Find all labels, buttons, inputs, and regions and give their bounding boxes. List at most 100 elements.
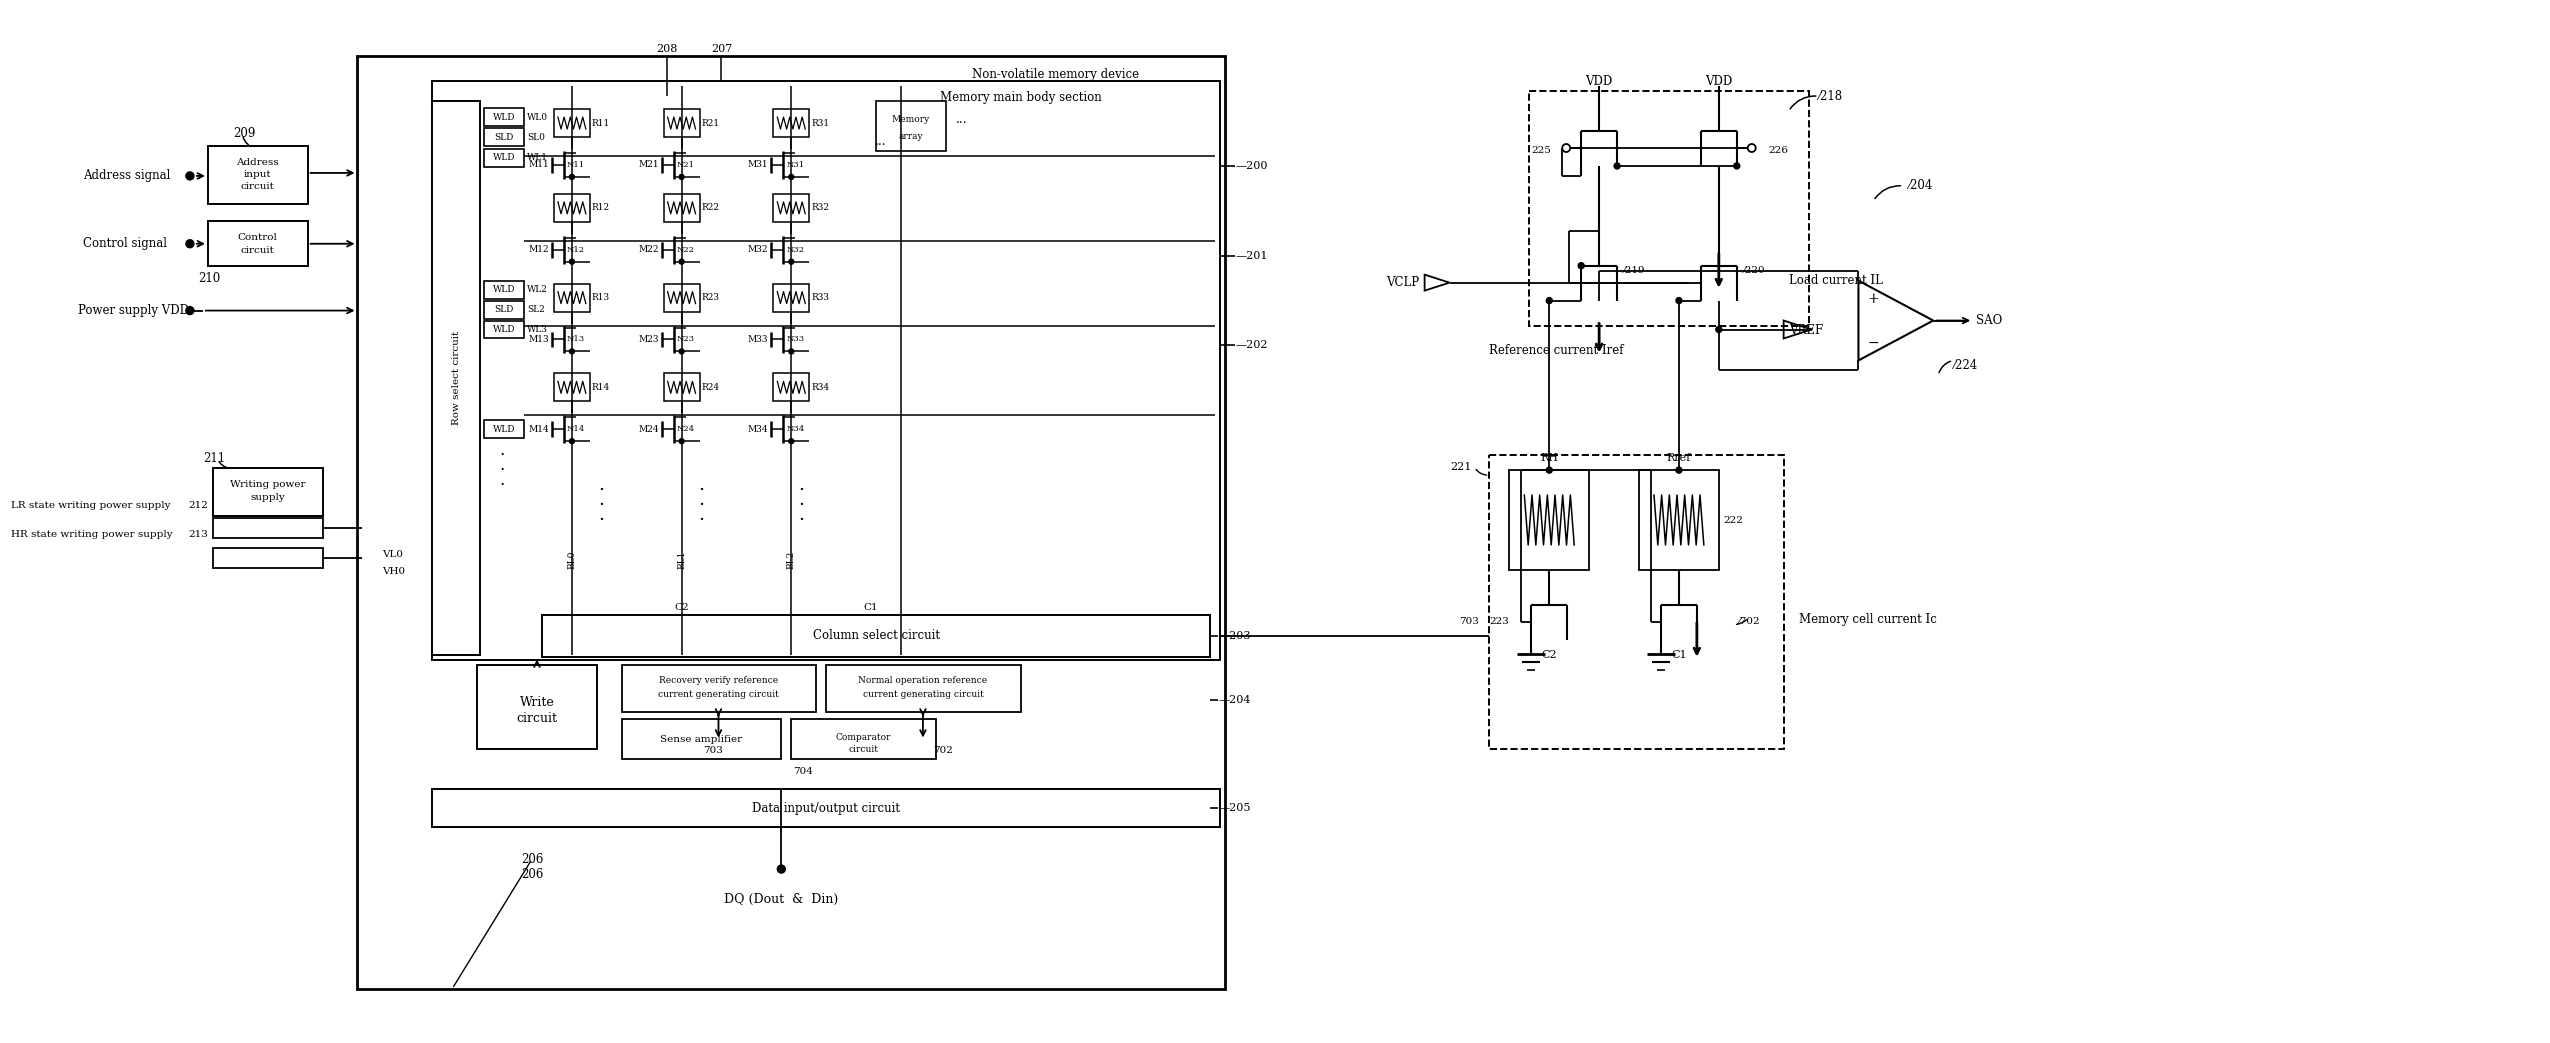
Text: WLD: WLD [492, 425, 515, 434]
Circle shape [788, 260, 793, 264]
Bar [877, 101, 946, 151]
Bar [553, 110, 589, 137]
Text: 213: 213 [189, 531, 209, 539]
Text: VDD: VDD [1586, 75, 1612, 88]
Text: Address signal: Address signal [84, 169, 171, 183]
Text: circuit: circuit [849, 745, 877, 754]
Circle shape [1675, 297, 1683, 304]
Bar [663, 110, 699, 137]
Text: VH0: VH0 [382, 567, 405, 577]
Text: supply: supply [250, 492, 286, 502]
Text: N13: N13 [566, 336, 584, 343]
Text: 702: 702 [933, 746, 954, 755]
Text: Comparator: Comparator [836, 733, 890, 742]
Text: R12: R12 [592, 203, 609, 213]
Text: N24: N24 [676, 426, 694, 433]
Bar [790, 720, 936, 759]
Text: 703: 703 [1459, 617, 1479, 626]
Text: WLD: WLD [492, 325, 515, 334]
Text: 704: 704 [793, 767, 813, 776]
Bar [357, 56, 1224, 989]
Text: M22: M22 [638, 245, 658, 254]
Text: M31: M31 [747, 161, 768, 169]
Bar [484, 149, 523, 167]
Text: ⁄219: ⁄219 [1624, 266, 1645, 275]
Bar [553, 194, 589, 222]
Text: Memory main body section: Memory main body section [941, 91, 1102, 103]
Text: BL1: BL1 [678, 551, 686, 569]
Text: ·: · [798, 511, 803, 529]
Text: M23: M23 [638, 335, 658, 344]
Bar [622, 664, 816, 712]
Bar [773, 284, 808, 312]
Text: WLD: WLD [492, 285, 515, 294]
Bar [434, 101, 479, 655]
Text: N31: N31 [785, 161, 803, 169]
Text: —202: —202 [1234, 340, 1267, 350]
Text: ...: ... [875, 135, 887, 147]
Bar [212, 468, 321, 516]
Text: VCLP: VCLP [1387, 276, 1420, 289]
Circle shape [678, 260, 683, 264]
Text: array: array [898, 131, 923, 141]
Text: N12: N12 [566, 246, 584, 253]
Bar [212, 518, 321, 538]
Text: M34: M34 [747, 425, 768, 434]
Text: Normal operation reference: Normal operation reference [859, 676, 987, 685]
Circle shape [186, 172, 194, 179]
Text: HR state writing power supply: HR state writing power supply [10, 531, 173, 539]
Text: —205: —205 [1219, 803, 1250, 814]
Text: .: . [500, 441, 505, 459]
Bar [773, 110, 808, 137]
Text: —204: —204 [1219, 695, 1250, 704]
Text: 212: 212 [189, 501, 209, 510]
Text: VL0: VL0 [382, 551, 403, 559]
Text: SLD: SLD [495, 132, 513, 142]
Text: circuit: circuit [518, 712, 558, 725]
Text: VDD: VDD [1706, 75, 1731, 88]
Text: ⁄204: ⁄204 [1907, 179, 1933, 192]
Text: N23: N23 [676, 336, 694, 343]
Text: 221: 221 [1451, 462, 1471, 472]
Text: —203: —203 [1219, 631, 1250, 640]
Text: N32: N32 [785, 246, 803, 253]
Text: C1: C1 [1670, 650, 1686, 659]
Circle shape [1578, 263, 1584, 269]
Text: 225: 225 [1533, 146, 1550, 155]
Text: −: − [1867, 336, 1879, 349]
Text: circuit: circuit [240, 183, 275, 192]
Text: R24: R24 [701, 383, 719, 392]
Text: ·: · [599, 511, 604, 529]
Text: WL3: WL3 [528, 325, 548, 334]
Text: Data input/output circuit: Data input/output circuit [752, 802, 900, 815]
Text: LR state writing power supply: LR state writing power supply [10, 501, 171, 510]
Text: —201: —201 [1234, 250, 1267, 261]
Text: M21: M21 [638, 161, 658, 169]
Circle shape [678, 439, 683, 443]
Text: ·: · [699, 481, 704, 500]
Text: Column select circuit: Column select circuit [813, 629, 938, 642]
Bar [434, 790, 1219, 827]
Text: Memory: Memory [892, 115, 931, 123]
Text: N14: N14 [566, 426, 584, 433]
Circle shape [678, 349, 683, 354]
Circle shape [1563, 144, 1571, 152]
Circle shape [569, 174, 574, 179]
Bar [663, 284, 699, 312]
Text: R14: R14 [592, 383, 609, 392]
Text: +: + [1867, 292, 1879, 306]
Text: ·: · [599, 481, 604, 500]
Bar [484, 108, 523, 126]
Text: SLD: SLD [495, 305, 513, 314]
Circle shape [1614, 163, 1619, 169]
Text: Power supply VDD: Power supply VDD [79, 305, 189, 317]
Text: SL2: SL2 [528, 305, 546, 314]
Bar [663, 373, 699, 402]
Text: Control signal: Control signal [84, 237, 168, 250]
Text: R23: R23 [701, 293, 719, 302]
Bar [553, 284, 589, 312]
Text: input: input [245, 170, 270, 179]
Circle shape [788, 439, 793, 443]
Circle shape [569, 260, 574, 264]
Bar [209, 146, 309, 203]
